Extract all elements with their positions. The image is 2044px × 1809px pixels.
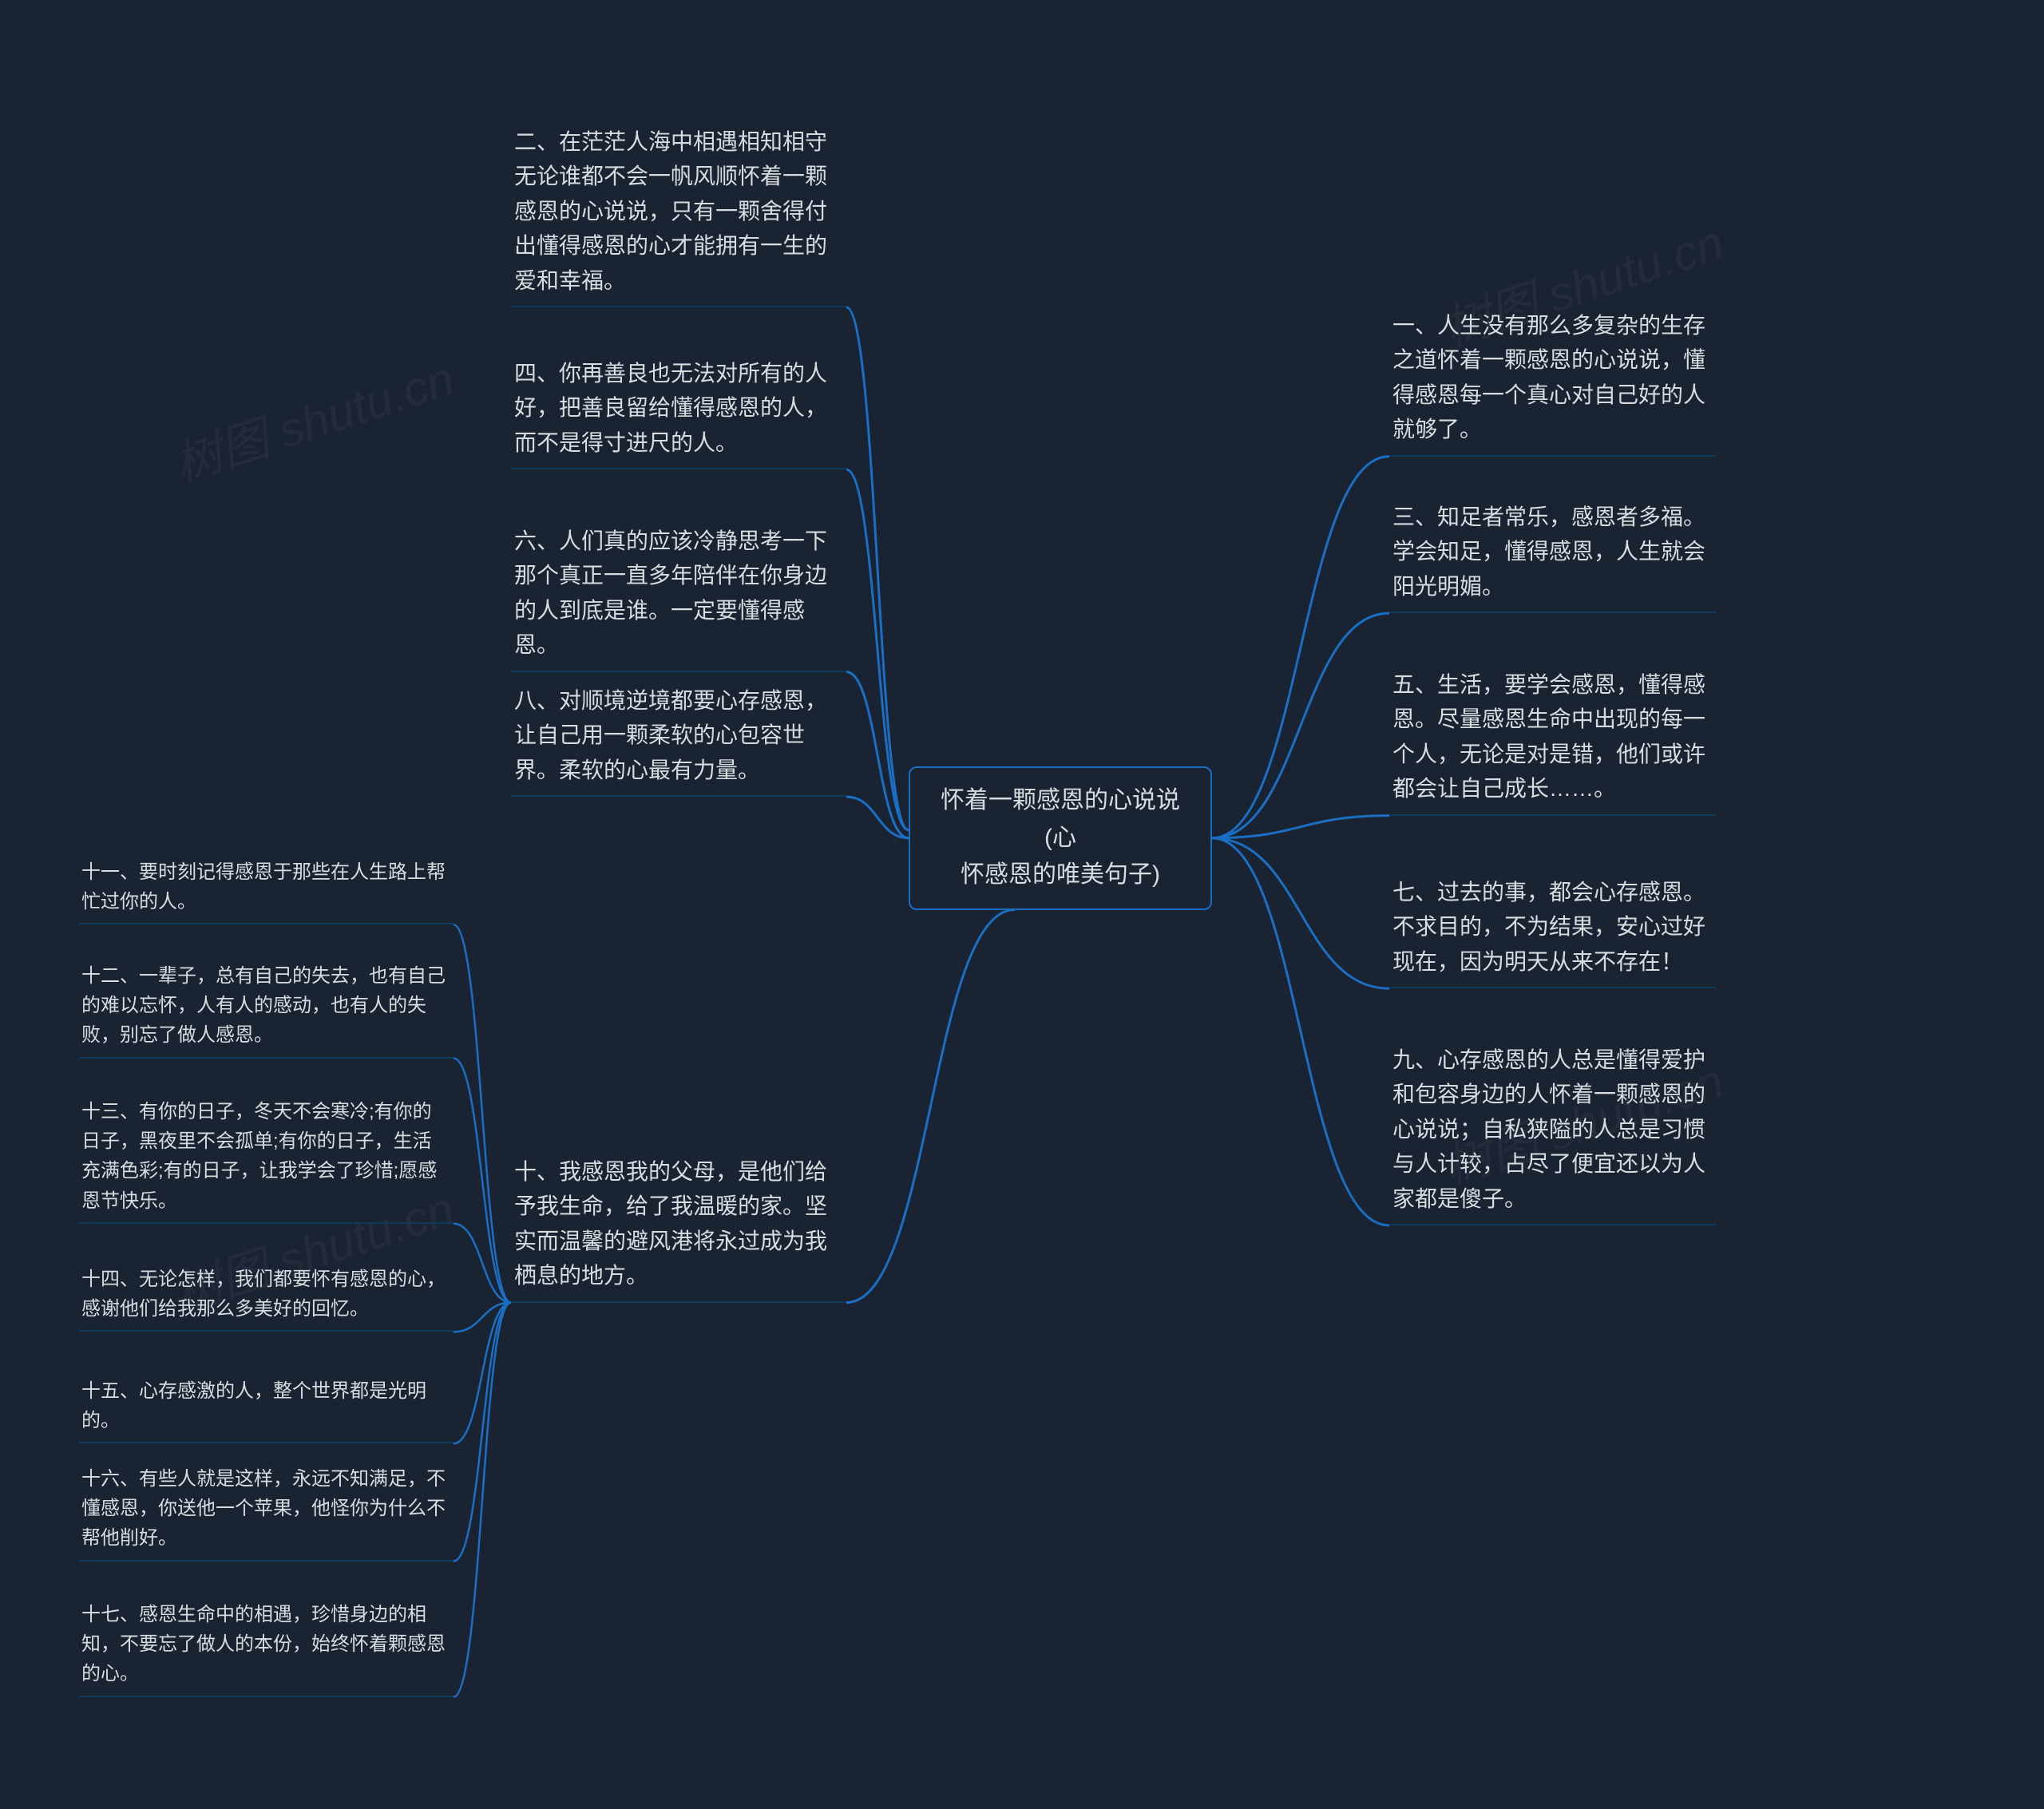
branch-node-right-5[interactable]: 五、生活，要学会感恩，懂得感恩。尽量感恩生命中出现的每一个人，无论是对是错，他们… — [1389, 663, 1717, 816]
sub-node-11[interactable]: 十一、要时刻记得感恩于那些在人生路上帮忙过你的人。 — [78, 854, 454, 924]
watermark: 树图 shutu.cn — [164, 340, 461, 496]
branch-node-left-2[interactable]: 二、在茫茫人海中相遇相知相守无论谁都不会一帆风顺怀着一颗感恩的心说说，只有一颗舍… — [511, 120, 846, 307]
center-node[interactable]: 怀着一颗感恩的心说说(心怀感恩的唯美句子) — [909, 766, 1212, 910]
sub-node-12[interactable]: 十二、一辈子，总有自己的失去，也有自己的难以忘怀，人有人的感动，也有人的失败，别… — [78, 958, 454, 1059]
branch-node-left-8[interactable]: 八、对顺境逆境都要心存感恩，让自己用一颗柔软的心包容世界。柔软的心最有力量。 — [511, 679, 846, 797]
sub-node-16[interactable]: 十六、有些人就是这样，永远不知满足，不懂感恩，你送他一个苹果，他怪你为什么不帮他… — [78, 1461, 454, 1562]
branch-node-right-3[interactable]: 三、知足者常乐，感恩者多福。学会知足，懂得感恩，人生就会阳光明媚。 — [1389, 495, 1717, 613]
branch-node-left-10[interactable]: 十、我感恩我的父母，是他们给予我生命，给了我温暖的家。坚实而温馨的避风港将永过成… — [511, 1150, 846, 1303]
branch-node-left-4[interactable]: 四、你再善良也无法对所有的人好，把善良留给懂得感恩的人，而不是得寸进尺的人。 — [511, 351, 846, 469]
sub-node-14[interactable]: 十四、无论怎样，我们都要怀有感恩的心，感谢他们给我那么多美好的回忆。 — [78, 1261, 454, 1332]
sub-node-15[interactable]: 十五、心存感激的人，整个世界都是光明的。 — [78, 1373, 454, 1443]
sub-node-13[interactable]: 十三、有你的日子，冬天不会寒冷;有你的日子，黑夜里不会孤单;有你的日子，生活充满… — [78, 1094, 454, 1224]
mindmap-canvas: 树图 shutu.cn 树图 shutu.cn 树图 shutu.cn 树图 s… — [0, 0, 2044, 1809]
sub-node-17[interactable]: 十七、感恩生命中的相遇，珍惜身边的相知，不要忘了做人的本份，始终怀着颗感恩的心。 — [78, 1597, 454, 1697]
branch-node-right-1[interactable]: 一、人生没有那么多复杂的生存之道怀着一颗感恩的心说说，懂得感恩每一个真心对自己好… — [1389, 303, 1717, 457]
branch-node-left-6[interactable]: 六、人们真的应该冷静思考一下那个真正一直多年陪伴在你身边的人到底是谁。一定要懂得… — [511, 519, 846, 672]
branch-node-right-9[interactable]: 九、心存感恩的人总是懂得爱护和包容身边的人怀着一颗感恩的心说说；自私狭隘的人总是… — [1389, 1038, 1717, 1225]
branch-node-right-7[interactable]: 七、过去的事，都会心存感恩。不求目的，不为结果，安心过好现在，因为明天从来不存在… — [1389, 870, 1717, 988]
